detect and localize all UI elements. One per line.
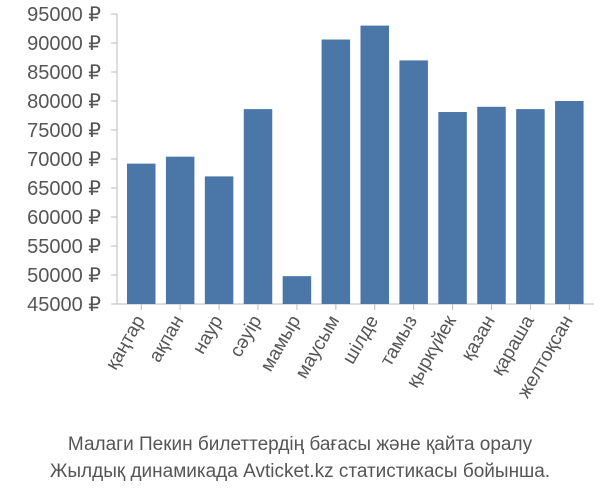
y-tick-label: 65000 ₽ (27, 178, 101, 200)
x-tick-label: ақпан (145, 312, 188, 366)
bars (127, 25, 584, 305)
x-tick-label: наур (189, 312, 228, 358)
y-tick-label: 50000 ₽ (27, 265, 101, 287)
bar (360, 25, 389, 304)
bar (477, 106, 506, 304)
bar (516, 109, 545, 305)
y-tick-label: 90000 ₽ (27, 33, 101, 55)
y-tick-label: 60000 ₽ (27, 207, 101, 229)
bar (399, 60, 428, 305)
y-tick-label: 75000 ₽ (27, 120, 101, 142)
chart-caption-line-1: Малаги Пекин билеттердің бағасы және қай… (67, 434, 533, 455)
bar (555, 101, 584, 304)
bar-chart: 95000 ₽ 90000 ₽ 85000 ₽ 80000 ₽ 75000 ₽ 70000… (27, 4, 594, 402)
y-tick-label: 45000 ₽ (27, 294, 101, 316)
bar (438, 112, 467, 305)
bar (243, 109, 273, 305)
x-tick-label: қазан (457, 312, 499, 364)
bar (282, 276, 312, 304)
y-axis: 95000 ₽ 90000 ₽ 85000 ₽ 80000 ₽ 75000 ₽ 70000… (27, 4, 118, 316)
bar (127, 163, 156, 304)
x-tick-label: сәуір (226, 312, 266, 361)
bar (321, 39, 351, 305)
chart-caption-line-2: Жылдық динамикада Avticket.kz статистика… (49, 461, 551, 482)
bar (204, 176, 234, 304)
y-tick-label: 85000 ₽ (27, 62, 101, 84)
y-tick-label: 70000 ₽ (27, 149, 101, 171)
x-tick-label: қаңтар (102, 312, 150, 374)
y-tick-label: 80000 ₽ (27, 91, 101, 113)
y-tick-label: 95000 ₽ (27, 4, 101, 26)
bar (165, 156, 195, 304)
y-tick-label: 55000 ₽ (27, 236, 101, 258)
